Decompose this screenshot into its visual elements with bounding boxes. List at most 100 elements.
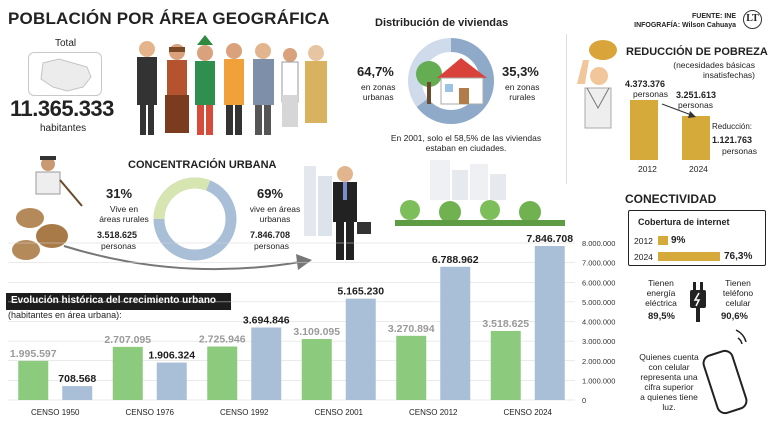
viviendas-donut	[408, 38, 494, 124]
rural-pct: 31%	[106, 186, 133, 201]
bar-value-label: 5.165.230	[337, 286, 384, 298]
urban-pct: 69%	[257, 186, 284, 201]
pobreza-subtitle: (necesidades básicas insatisfechas)	[673, 60, 755, 80]
infografia-value: Wilson Cahuaya	[681, 22, 736, 29]
bar-rural-4	[396, 335, 427, 400]
rural-count: 3.518.625	[97, 230, 138, 240]
viviendas-urban-label: en zonas urbanas	[361, 82, 396, 102]
energy-label: Tienen energía eléctrica	[645, 278, 677, 308]
conectividad-title: CONECTIVIDAD	[625, 192, 717, 206]
phone-pct: 90,6%	[721, 311, 748, 322]
y-tick-label: 0	[582, 396, 586, 405]
reduction-unit: personas	[722, 146, 757, 156]
newspaper-logo: LT	[743, 10, 762, 29]
total-population: 11.365.333	[10, 96, 114, 121]
bar-value-label: 3.109.095	[293, 326, 340, 338]
y-tick-label: 3.000.000	[582, 337, 615, 346]
total-unit: habitantes	[40, 123, 87, 134]
pobreza-2012-unit: personas	[633, 89, 668, 99]
bar-value-label: 2.707.095	[104, 334, 151, 346]
x-category-label: CENSO 1950	[31, 408, 80, 417]
viviendas-note: En 2001, solo el 58,5% de las viviendas e…	[390, 133, 542, 153]
internet-box	[628, 210, 766, 266]
x-category-label: CENSO 1992	[220, 408, 269, 417]
bar-value-label: 6.788.962	[432, 254, 479, 266]
y-tick-label: 8.000.000	[582, 239, 615, 248]
infografia-label: INFOGRAFÍA:	[634, 22, 681, 29]
person-with-bag-illustration	[577, 40, 617, 129]
bar-value-label: 708.568	[58, 373, 96, 385]
pobreza-year-2024: 2024	[689, 164, 708, 174]
bar-value-label: 1.995.597	[10, 348, 57, 360]
house-icon	[416, 58, 487, 105]
energy-pct: 89,5%	[648, 311, 675, 322]
bar-value-label: 7.846.708	[526, 233, 573, 245]
viviendas-rural-pct: 35,3%	[502, 64, 539, 79]
x-category-label: CENSO 2012	[409, 408, 458, 417]
bar-urban-2	[251, 327, 282, 400]
bar-rural-0	[18, 360, 49, 400]
reduction-label: Reducción:	[712, 122, 753, 131]
viviendas-rural-label: en zonas rurales	[505, 82, 540, 102]
concentracion-donut	[153, 177, 237, 261]
down-arrow-icon	[661, 103, 696, 118]
pobreza-2024-value: 3.251.613	[676, 90, 717, 100]
reduction-value: 1.121.763	[712, 135, 753, 145]
internet-year-2024: 2024	[634, 252, 653, 262]
internet-pct-2024: 76,3%	[724, 251, 753, 262]
bar-urban-1	[156, 362, 187, 400]
y-tick-label: 2.000.000	[582, 357, 615, 366]
chart-subtitle: (habitantes en área urbana):	[8, 310, 122, 320]
urban-unit: personas	[254, 241, 289, 251]
y-tick-label: 5.000.000	[582, 298, 615, 307]
pobreza-2024-unit: personas	[678, 100, 713, 110]
people-illustration	[137, 35, 327, 135]
bar-value-label: 1.906.324	[148, 350, 195, 362]
farmer-illustration	[12, 156, 83, 260]
bar-value-label: 3.270.894	[388, 323, 435, 335]
bar-urban-5	[534, 246, 565, 400]
total-label: Total	[55, 38, 77, 49]
pobreza-bar-2024	[682, 116, 710, 160]
bar-rural-1	[112, 346, 143, 400]
city-illustration	[304, 160, 565, 260]
urban-count: 7.846.708	[250, 230, 291, 240]
source-credits: FUENTE: INE INFOGRAFÍA: Wilson Cahuaya	[634, 12, 736, 30]
phone-note: Quienes cuenta con celular representa una c…	[639, 352, 699, 412]
internet-subtitle: Cobertura de internet	[638, 217, 730, 227]
bar-value-label: 2.725.946	[199, 334, 246, 346]
chart-title: Evolución histórica del crecimiento urba…	[6, 293, 231, 310]
page-title: POBLACIÓN POR ÁREA GEOGRÁFICA	[8, 9, 330, 28]
viviendas-urban-pct: 64,7%	[357, 64, 394, 79]
source-label: FUENTE:	[692, 13, 723, 20]
cellphone-icon	[702, 329, 748, 415]
bar-urban-4	[440, 266, 471, 400]
rural-unit: personas	[101, 241, 136, 251]
x-category-label: CENSO 2024	[504, 408, 553, 417]
bar-urban-3	[345, 298, 376, 400]
internet-year-2012: 2012	[634, 236, 653, 246]
y-tick-label: 7.000.000	[582, 259, 615, 268]
y-tick-label: 1.000.000	[582, 376, 615, 385]
bar-value-label: 3.694.846	[243, 314, 290, 326]
bar-rural-5	[490, 330, 521, 400]
internet-bar-2024	[658, 252, 720, 261]
pobreza-year-2012: 2012	[638, 164, 657, 174]
urban-label: vive en áreas urbanas	[249, 204, 301, 224]
viviendas-title: Distribución de viviendas	[375, 17, 509, 29]
internet-bar-2012	[658, 236, 668, 245]
bar-rural-2	[207, 346, 238, 400]
x-category-label: CENSO 2001	[315, 408, 364, 417]
concentracion-title: CONCENTRACIÓN URBANA	[128, 159, 277, 171]
y-tick-label: 6.000.000	[582, 278, 615, 287]
bar-value-label: 3.518.625	[482, 318, 529, 330]
pobreza-title: REDUCCIÓN DE POBREZA	[626, 46, 768, 58]
migration-arrow	[63, 245, 312, 271]
source-value: INE	[724, 13, 736, 20]
bar-rural-3	[301, 338, 332, 400]
internet-pct-2012: 9%	[671, 235, 686, 246]
y-tick-label: 4.000.000	[582, 318, 615, 327]
rural-label: Vive en áreas rurales	[99, 204, 149, 224]
x-category-label: CENSO 1976	[126, 408, 175, 417]
